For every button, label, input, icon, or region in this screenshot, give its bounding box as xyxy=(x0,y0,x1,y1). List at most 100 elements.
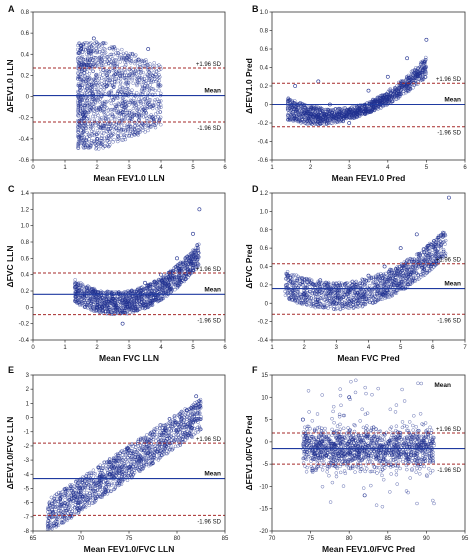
data-point xyxy=(308,111,313,116)
upper-sd-label: +1.96 SD xyxy=(196,62,222,68)
data-point xyxy=(343,106,347,110)
data-point xyxy=(152,119,157,123)
data-point xyxy=(90,78,95,83)
data-point xyxy=(113,308,118,312)
data-point xyxy=(386,101,390,106)
data-point xyxy=(96,131,101,135)
data-point xyxy=(111,85,116,89)
data-point xyxy=(130,77,134,82)
data-point xyxy=(153,295,158,299)
data-point xyxy=(83,40,87,45)
data-point xyxy=(79,133,83,137)
data-point xyxy=(405,76,409,81)
data-point xyxy=(77,62,81,66)
data-point xyxy=(110,119,114,123)
lower-sd-label: -1.96 SD xyxy=(197,319,221,325)
data-point xyxy=(398,82,403,86)
data-point xyxy=(137,114,141,118)
data-point xyxy=(136,125,141,129)
data-point xyxy=(443,238,448,243)
data-point xyxy=(116,48,120,53)
data-point xyxy=(121,103,126,107)
data-point xyxy=(155,106,159,111)
data-point xyxy=(155,64,159,68)
data-point xyxy=(128,129,133,133)
data-point xyxy=(107,136,111,140)
data-point xyxy=(113,72,117,76)
data-point xyxy=(141,287,145,292)
data-point xyxy=(95,83,99,87)
data-point xyxy=(350,109,354,113)
data-point xyxy=(424,71,428,76)
data-point xyxy=(174,270,179,274)
data-point xyxy=(113,303,117,307)
data-point xyxy=(133,128,137,132)
data-point xyxy=(93,56,98,60)
data-point xyxy=(397,94,401,98)
data-point xyxy=(136,123,140,127)
data-point xyxy=(108,55,113,59)
data-point xyxy=(148,102,152,106)
data-point xyxy=(158,278,163,282)
data-point xyxy=(145,104,149,109)
data-point xyxy=(315,119,320,124)
data-point xyxy=(158,110,163,114)
data-point xyxy=(146,119,150,124)
data-point xyxy=(129,119,134,124)
data-point xyxy=(130,131,135,135)
data-point xyxy=(93,298,97,303)
scatter-points xyxy=(72,207,202,326)
data-point xyxy=(196,249,201,253)
data-point xyxy=(288,112,292,116)
data-point xyxy=(87,133,91,138)
data-point xyxy=(134,90,139,95)
data-point xyxy=(360,277,364,281)
data-point xyxy=(114,69,119,74)
data-point xyxy=(125,55,129,59)
y-tick-label: -0.2 xyxy=(19,322,30,328)
data-point xyxy=(119,129,123,133)
data-point xyxy=(352,114,356,119)
data-point xyxy=(100,42,104,46)
data-point xyxy=(177,283,181,288)
data-point xyxy=(319,106,324,111)
data-point xyxy=(111,61,115,65)
x-axis-label: Mean FEV1.0 LLN xyxy=(93,173,164,183)
data-point xyxy=(92,61,96,65)
data-point xyxy=(120,74,125,78)
data-point xyxy=(150,73,155,77)
data-point xyxy=(117,116,121,121)
data-point xyxy=(123,129,128,134)
data-point xyxy=(404,90,408,95)
data-point xyxy=(366,107,370,111)
data-point xyxy=(112,305,116,310)
data-point xyxy=(98,47,102,52)
data-point xyxy=(293,84,298,88)
data-point xyxy=(369,100,374,105)
data-point xyxy=(362,109,367,114)
data-point xyxy=(91,287,96,292)
data-point xyxy=(91,105,95,109)
data-point xyxy=(119,52,123,57)
data-point xyxy=(130,100,135,104)
data-point xyxy=(159,91,163,96)
data-point xyxy=(98,126,102,130)
y-tick-label: 0.6 xyxy=(21,256,30,262)
data-point xyxy=(115,95,119,100)
data-point xyxy=(178,278,183,283)
data-point xyxy=(85,305,89,309)
data-point xyxy=(144,295,148,299)
data-point xyxy=(91,36,96,41)
data-point xyxy=(415,74,420,78)
data-point xyxy=(100,49,105,54)
data-point xyxy=(176,278,180,282)
data-point xyxy=(139,71,143,75)
data-point xyxy=(114,291,119,296)
data-point xyxy=(309,105,313,110)
data-point xyxy=(149,125,153,129)
data-point xyxy=(90,64,94,68)
data-point xyxy=(141,102,146,107)
data-point xyxy=(88,124,93,129)
data-point xyxy=(390,95,394,100)
data-point xyxy=(289,107,294,111)
